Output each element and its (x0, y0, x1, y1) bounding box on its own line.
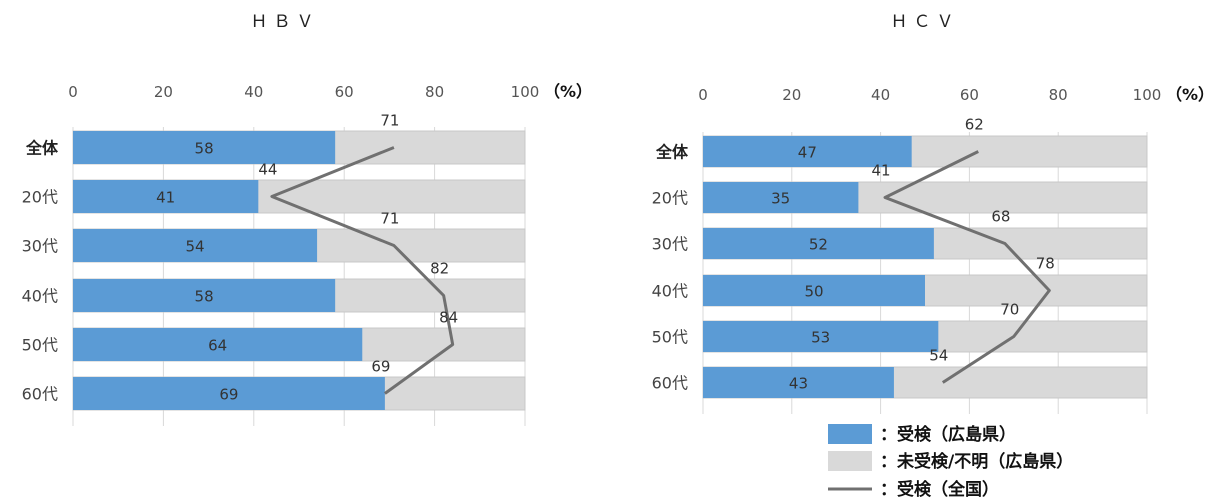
hbv-tick-label: 60 (335, 83, 354, 101)
hcv-national-value-zentai: 62 (965, 116, 984, 134)
hbv-national-value-40s: 82 (430, 260, 449, 278)
hcv-national-value-40s: 78 (1036, 255, 1055, 273)
hcv-bar-value-20s: 35 (771, 190, 790, 208)
legend-label-prefecture-tested: ：受検（広島県） (880, 424, 1016, 445)
hbv-tick-label: 40 (244, 83, 263, 101)
hbv-category-label: 40代 (22, 287, 58, 306)
hbv-national-value-20s: 44 (258, 161, 277, 179)
hcv-bar-value-30s: 52 (809, 236, 828, 254)
hbv-national-value-30s: 71 (380, 210, 399, 228)
hcv-chart: ＨＣＶ 0 20 40 60 80 100 （%） 全体 47 20代 35 30代 52 40代 50 50代… (652, 12, 1214, 414)
hcv-category-label: 40代 (652, 282, 688, 301)
hbv-bar-60s (73, 377, 385, 410)
hbv-national-value-zentai: 71 (380, 112, 399, 130)
hcv-title: ＨＣＶ (891, 12, 960, 32)
hcv-bar-zentai (703, 136, 912, 167)
hcv-national-value-30s: 68 (991, 208, 1010, 226)
hbv-category-label: 20代 (22, 188, 58, 207)
hcv-category-label: 50代 (652, 328, 688, 347)
hcv-bar-value-60s: 43 (789, 375, 808, 393)
hbv-bar-20s (73, 180, 259, 213)
hbv-bar-value-30s: 54 (185, 238, 204, 256)
legend-label-national-tested: ：受検（全国） (880, 479, 999, 499)
legend: ：受検（広島県） ：未受検/不明（広島県） ：受検（全国） (828, 424, 1073, 499)
hbv-bar-40s (73, 279, 336, 312)
hcv-unit-label: （%） (1166, 85, 1214, 104)
hcv-bar-value-40s: 50 (804, 283, 823, 301)
hbv-bar-value-60s: 69 (219, 386, 238, 404)
hcv-national-line (883, 150, 1051, 384)
hbv-bar-value-40s: 58 (195, 288, 214, 306)
hcv-bar-30s (703, 228, 934, 259)
hcv-bar-40s (703, 275, 925, 306)
hbv-category-label: 50代 (22, 336, 58, 355)
hbv-bar-value-50s: 64 (208, 337, 227, 355)
hcv-tick-label: 0 (698, 86, 708, 104)
hcv-national-value-60s: 54 (929, 347, 948, 365)
hbv-tick-label: 20 (154, 83, 173, 101)
hbv-category-label: 全体 (25, 139, 59, 158)
hcv-bar-50s (703, 321, 939, 352)
hbv-national-line (270, 146, 455, 395)
legend-swatch-prefecture-untested (828, 451, 872, 471)
hcv-category-label: 全体 (655, 143, 689, 162)
hcv-national-value-50s: 70 (1000, 301, 1019, 319)
hcv-bar-value-50s: 53 (811, 329, 830, 347)
hbv-tick-label: 0 (68, 83, 78, 101)
hcv-category-label: 20代 (652, 189, 688, 208)
hcv-tick-label: 80 (1049, 86, 1068, 104)
hcv-tick-label: 20 (782, 86, 801, 104)
hcv-bar-value-zentai: 47 (798, 144, 817, 162)
hbv-bar-value-zentai: 58 (195, 140, 214, 158)
hbv-category-label: 60代 (22, 385, 58, 404)
hbv-title: ＨＢＶ (251, 12, 320, 32)
hcv-category-label: 60代 (652, 374, 688, 393)
hbv-tick-label: 100 (511, 83, 540, 101)
hcv-tick-label: 60 (960, 86, 979, 104)
hcv-category-label: 30代 (652, 235, 688, 254)
hbv-unit-label: （%） (544, 82, 592, 101)
hcv-bar-20s (703, 182, 859, 213)
hbv-national-value-50s: 84 (439, 309, 458, 327)
hbv-bar-30s (73, 229, 318, 262)
legend-label-prefecture-untested: ：未受検/不明（広島県） (880, 451, 1073, 472)
hcv-tick-label: 40 (871, 86, 890, 104)
hcv-tick-label: 100 (1133, 86, 1162, 104)
hbv-bar-value-20s: 41 (156, 189, 175, 207)
hbv-category-label: 30代 (22, 237, 58, 256)
hbv-bar-zentai (73, 131, 336, 164)
hcv-national-value-20s: 41 (871, 162, 890, 180)
hbv-chart: ＨＢＶ 0 20 40 60 80 100 （%） 全体 58 20代 41 30代 54 40代 58 50代… (22, 12, 592, 426)
hbv-bar-50s (73, 328, 363, 361)
hcv-bar-60s (703, 367, 894, 398)
legend-swatch-prefecture-tested (828, 424, 872, 444)
hbv-national-value-60s: 69 (371, 358, 390, 376)
hbv-tick-label: 80 (425, 83, 444, 101)
